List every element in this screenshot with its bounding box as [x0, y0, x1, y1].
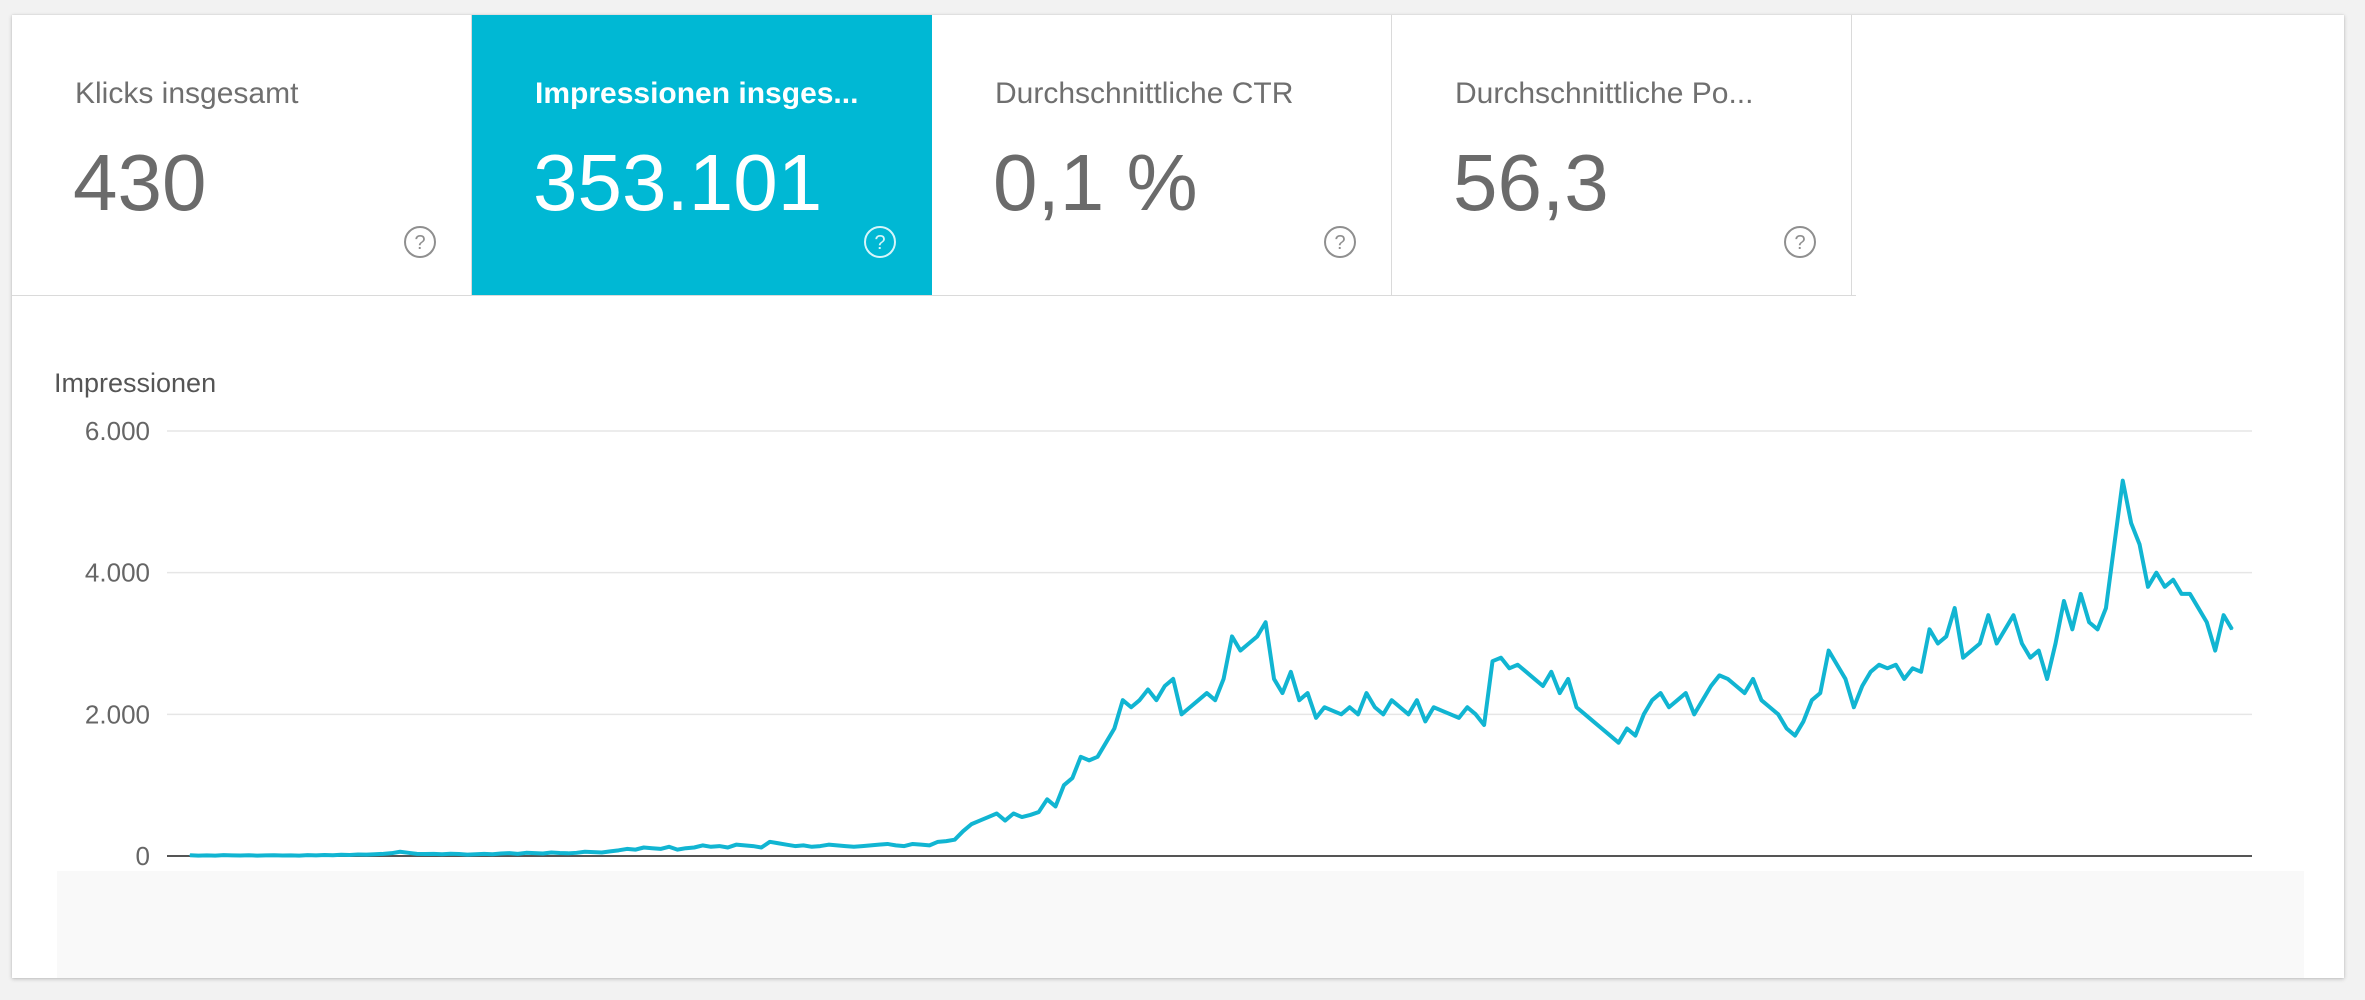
svg-text:?: ?: [1334, 232, 1345, 254]
y-tick-label: 2.000: [85, 699, 150, 729]
impressions-chart: Impressionen 0 2.000 4.000 6.000: [12, 296, 2344, 978]
performance-card: Klicks insgesamt 430 ? Impressionen insg…: [12, 15, 2344, 978]
metric-label: Klicks insgesamt: [75, 77, 299, 110]
help-circle-icon[interactable]: ?: [863, 225, 897, 259]
help-circle-icon[interactable]: ?: [403, 225, 437, 259]
help-circle-icon[interactable]: ?: [1783, 225, 1817, 259]
metric-tab-ctr[interactable]: Durchschnittliche CTR 0,1 % ?: [932, 15, 1392, 296]
chart-grid: [167, 430, 2252, 857]
svg-text:?: ?: [414, 232, 425, 254]
svg-text:?: ?: [874, 232, 885, 254]
metric-value: 353.101: [533, 138, 823, 227]
metric-tab-position[interactable]: Durchschnittliche Po... 56,3 ?: [1392, 15, 1852, 296]
y-axis-label: Impressionen: [54, 368, 216, 398]
metric-value: 430: [73, 138, 207, 227]
metric-label: Durchschnittliche Po...: [1455, 77, 1754, 110]
metric-value: 56,3: [1453, 138, 1609, 227]
metric-label: Impressionen insges...: [535, 77, 859, 110]
svg-text:?: ?: [1794, 232, 1805, 254]
chart-points: [189, 479, 2233, 857]
metric-tabs: Klicks insgesamt 430 ? Impressionen insg…: [12, 15, 1856, 296]
help-circle-icon[interactable]: ?: [1323, 225, 1357, 259]
metric-label: Durchschnittliche CTR: [995, 77, 1294, 110]
metric-value: 0,1 %: [993, 138, 1198, 227]
metric-tab-clicks[interactable]: Klicks insgesamt 430 ?: [12, 15, 472, 296]
y-tick-label: 0: [136, 841, 150, 871]
chart-svg: Impressionen 0 2.000 4.000 6.000: [54, 368, 2304, 978]
y-tick-labels: 0 2.000 4.000 6.000: [85, 416, 150, 871]
y-tick-label: 4.000: [85, 558, 150, 588]
impressions-line: [189, 478, 2234, 858]
y-tick-label: 6.000: [85, 416, 150, 446]
chart-footer-band: [57, 871, 2304, 978]
metric-tab-impressions[interactable]: Impressionen insges... 353.101 ?: [472, 15, 932, 296]
